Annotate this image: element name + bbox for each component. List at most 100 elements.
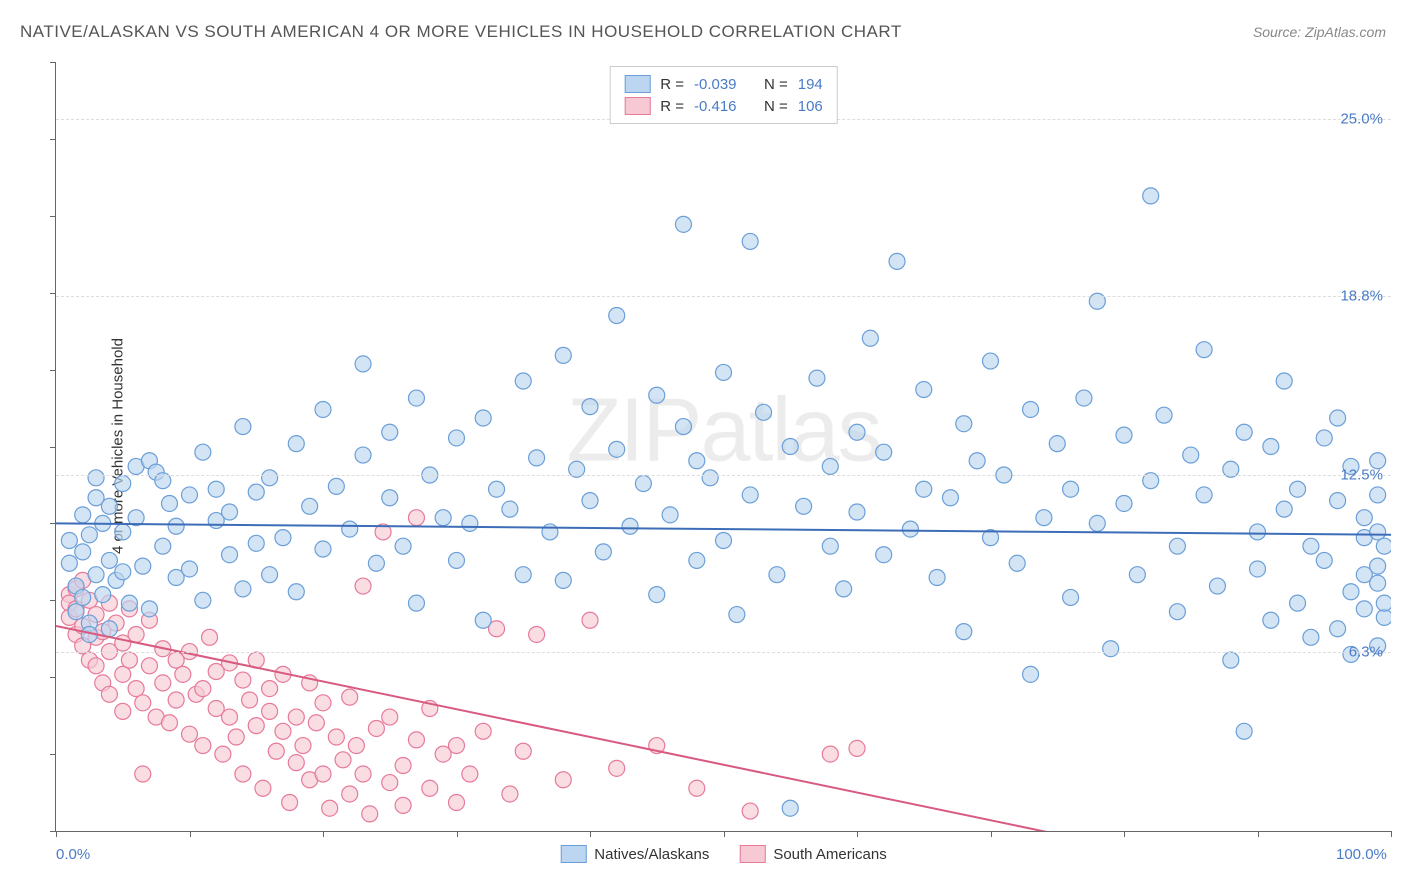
data-point xyxy=(202,629,218,645)
data-point xyxy=(1276,501,1292,517)
legend-r-value-1: -0.416 xyxy=(694,98,754,115)
data-point xyxy=(1049,436,1065,452)
data-point xyxy=(876,547,892,563)
data-point xyxy=(1183,447,1199,463)
data-point xyxy=(689,552,705,568)
x-tick-mark xyxy=(991,831,992,837)
data-point xyxy=(282,795,298,811)
y-tick-mark xyxy=(50,523,56,524)
data-point xyxy=(1023,401,1039,417)
data-point xyxy=(195,592,211,608)
legend-row-series-0: R = -0.039 N = 194 xyxy=(624,73,823,95)
grid-line xyxy=(56,296,1391,297)
data-point xyxy=(382,709,398,725)
data-point xyxy=(315,695,331,711)
legend-n-label: N = xyxy=(764,76,788,93)
data-point xyxy=(849,424,865,440)
data-point xyxy=(1263,439,1279,455)
legend-n-value-0: 194 xyxy=(798,76,823,93)
data-point xyxy=(61,555,77,571)
source-attribution: Source: ZipAtlas.com xyxy=(1253,24,1386,40)
data-point xyxy=(342,786,358,802)
data-point xyxy=(609,441,625,457)
data-point xyxy=(849,504,865,520)
x-tick-mark xyxy=(590,831,591,837)
data-point xyxy=(101,498,117,514)
data-point xyxy=(742,233,758,249)
data-point xyxy=(796,498,812,514)
data-point xyxy=(135,558,151,574)
data-point xyxy=(315,541,331,557)
data-point xyxy=(916,481,932,497)
y-tick-label: 12.5% xyxy=(1340,466,1383,483)
data-point xyxy=(1370,558,1386,574)
scatter-svg xyxy=(56,62,1391,831)
data-point xyxy=(248,484,264,500)
data-point xyxy=(288,584,304,600)
x-tick-mark xyxy=(56,831,57,837)
data-point xyxy=(255,780,271,796)
title-bar: NATIVE/ALASKAN VS SOUTH AMERICAN 4 OR MO… xyxy=(20,22,1386,42)
y-tick-mark xyxy=(50,139,56,140)
data-point xyxy=(675,216,691,232)
data-point xyxy=(128,626,144,642)
data-point xyxy=(1330,410,1346,426)
data-point xyxy=(182,561,198,577)
data-point xyxy=(382,424,398,440)
data-point xyxy=(449,552,465,568)
data-point xyxy=(355,766,371,782)
data-point xyxy=(262,567,278,583)
data-point xyxy=(449,738,465,754)
data-point xyxy=(555,572,571,588)
data-point xyxy=(88,658,104,674)
data-point xyxy=(268,743,284,759)
data-point xyxy=(1343,584,1359,600)
data-point xyxy=(141,658,157,674)
data-point xyxy=(302,498,318,514)
data-point xyxy=(61,532,77,548)
data-point xyxy=(262,703,278,719)
data-point xyxy=(362,806,378,822)
data-point xyxy=(1116,495,1132,511)
data-point xyxy=(475,723,491,739)
data-point xyxy=(168,518,184,534)
data-point xyxy=(983,353,999,369)
data-point xyxy=(1023,666,1039,682)
data-point xyxy=(1169,604,1185,620)
data-point xyxy=(742,803,758,819)
data-point xyxy=(1263,612,1279,628)
data-point xyxy=(141,601,157,617)
data-point xyxy=(395,757,411,773)
chart-title: NATIVE/ALASKAN VS SOUTH AMERICAN 4 OR MO… xyxy=(20,22,902,42)
data-point xyxy=(462,515,478,531)
data-point xyxy=(308,715,324,731)
data-point xyxy=(702,470,718,486)
data-point xyxy=(101,552,117,568)
data-point xyxy=(449,430,465,446)
data-point xyxy=(322,800,338,816)
grid-line xyxy=(56,475,1391,476)
data-point xyxy=(195,444,211,460)
data-point xyxy=(822,458,838,474)
legend-r-label: R = xyxy=(660,76,684,93)
data-point xyxy=(515,743,531,759)
data-point xyxy=(328,478,344,494)
x-tick-mark xyxy=(190,831,191,837)
legend-row-series-1: R = -0.416 N = 106 xyxy=(624,95,823,117)
data-point xyxy=(782,800,798,816)
data-point xyxy=(195,681,211,697)
data-point xyxy=(368,720,384,736)
legend-swatch-0 xyxy=(624,75,650,93)
data-point xyxy=(876,444,892,460)
data-point xyxy=(742,487,758,503)
data-point xyxy=(1250,524,1266,540)
data-point xyxy=(1196,342,1212,358)
data-point xyxy=(262,681,278,697)
legend-swatch-south-americans xyxy=(739,845,765,863)
data-point xyxy=(1236,723,1252,739)
data-point xyxy=(716,532,732,548)
data-point xyxy=(408,390,424,406)
data-point xyxy=(155,675,171,691)
data-point xyxy=(529,450,545,466)
data-point xyxy=(822,746,838,762)
